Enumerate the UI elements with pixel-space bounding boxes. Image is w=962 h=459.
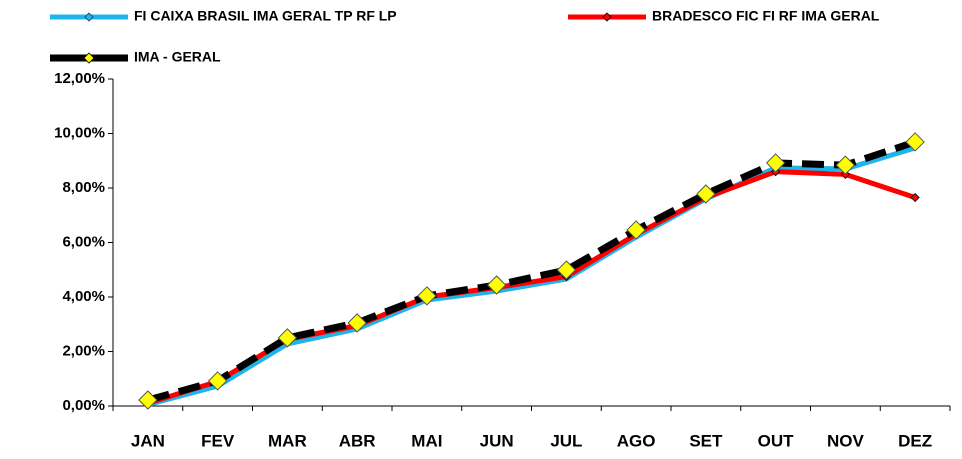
point xyxy=(138,390,158,410)
x-tick-label: JUN xyxy=(480,431,514,450)
point xyxy=(696,184,716,204)
legend-label: BRADESCO FIC FI RF IMA GERAL xyxy=(652,8,880,24)
x-tick-label: JAN xyxy=(131,431,165,450)
x-tick-label: OUT xyxy=(758,431,795,450)
y-tick-label: 12,00% xyxy=(54,70,105,87)
x-tick-label: JUL xyxy=(550,431,582,450)
point xyxy=(765,153,786,173)
x-tick-label: FEV xyxy=(201,431,235,450)
legend-marker xyxy=(602,12,612,22)
legend-marker xyxy=(83,52,95,64)
y-tick-label: 8,00% xyxy=(62,179,105,196)
x-tick-label: SET xyxy=(689,431,723,450)
point xyxy=(207,371,228,391)
x-tick-label: AGO xyxy=(617,431,656,450)
x-tick-label: ABR xyxy=(339,431,376,450)
point xyxy=(905,132,925,152)
point xyxy=(417,286,437,306)
point xyxy=(556,260,577,280)
x-tick-label: NOV xyxy=(827,431,865,450)
y-tick-label: 10,00% xyxy=(54,124,105,141)
point xyxy=(910,192,920,203)
y-tick-label: 6,00% xyxy=(62,233,105,250)
series-line xyxy=(146,138,917,404)
y-tick-label: 4,00% xyxy=(62,288,105,305)
legend-marker xyxy=(84,12,94,22)
y-tick-label: 0,00% xyxy=(62,397,105,414)
point xyxy=(347,313,367,333)
point xyxy=(486,275,507,295)
x-tick-label: DEZ xyxy=(898,431,932,450)
point xyxy=(277,328,298,348)
legend-label: FI CAIXA BRASIL IMA GERAL TP RF LP xyxy=(134,8,397,24)
x-tick-label: MAI xyxy=(411,431,442,450)
point xyxy=(835,155,856,175)
y-tick-label: 2,00% xyxy=(62,342,105,359)
legend-label: IMA - GERAL xyxy=(134,49,221,65)
series-line xyxy=(147,145,916,408)
point xyxy=(626,220,646,240)
x-tick-label: MAR xyxy=(268,431,307,450)
